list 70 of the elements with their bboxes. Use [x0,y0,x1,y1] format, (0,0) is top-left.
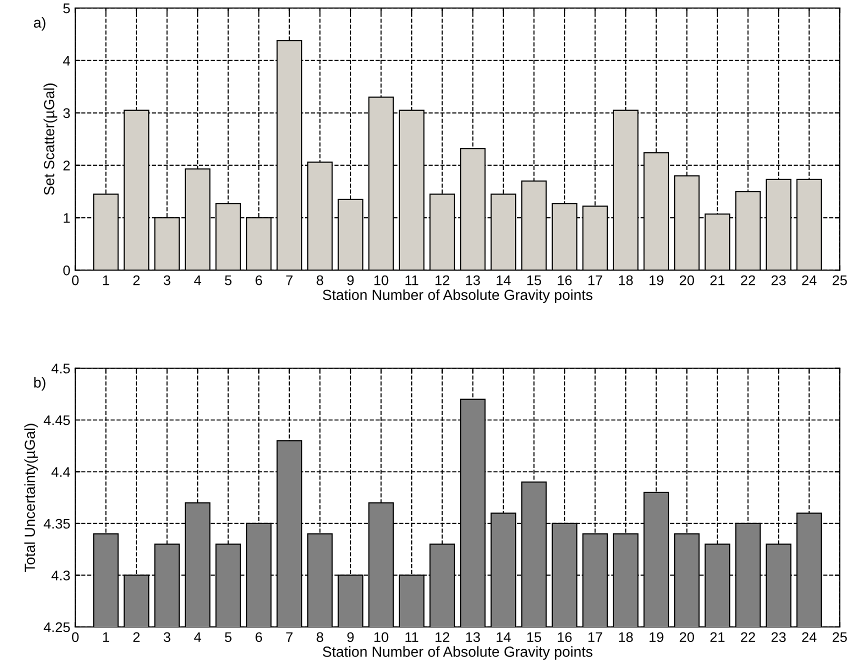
x-tick-label: 24 [802,632,816,642]
y-tick-label: 5 [63,4,70,14]
x-tick-label: 4 [194,276,202,286]
x-tick-label: 13 [466,275,480,286]
x-tick-label: 8 [316,632,324,642]
y-tick-label: 4.25 [44,622,70,632]
x-tick-label: 18 [619,632,633,642]
x-tick-label: 4 [194,632,202,642]
x-tick-label: 22 [740,275,756,286]
x-tick-label: 21 [710,632,724,642]
x-tick-label: 23 [772,632,786,642]
x-tick-label: 12 [436,275,450,286]
x-tick-label: 7 [286,276,293,286]
x-tick-label: 5 [224,276,232,286]
x-tick-label: 20 [680,275,694,286]
x-tick-label: 1 [103,276,110,286]
x-tick-label: 9 [347,632,354,642]
x-tick-label: 17 [588,632,602,642]
x-tick-label: 25 [832,632,847,642]
x-tick-label: 24 [802,275,816,286]
x-tick-label: 10 [374,632,388,642]
x-tick-label: 22 [740,632,756,642]
x-tick-label: 18 [619,275,633,286]
y-tick-label: 4.3 [51,570,70,580]
x-tick-label: 2 [133,632,140,642]
x-axis-title: Station Number of Absolute Gravity points [322,289,592,303]
text: b) [34,376,46,391]
x-tick-label: 19 [650,632,664,642]
x-tick-label: 9 [347,275,354,286]
x-tick-label: 3 [164,632,170,642]
y-tick-label: 4.45 [44,415,70,426]
y-tick-label: 4.35 [44,518,70,529]
x-tick-label: 5 [224,632,232,642]
x-tick-label: 3 [164,275,170,286]
y-tick-label: 1 [64,213,70,223]
x-tick-label: 11 [406,632,418,642]
y-tick-label: 4.4 [51,467,70,477]
y-axis-title: Total Uncertainty(µGal) [24,424,38,572]
x-tick-label: 0 [72,275,79,286]
x-tick-label: 23 [772,275,786,286]
x-tick-label: 6 [256,632,262,642]
x-tick-label: 15 [527,276,542,286]
x-tick-label: 1 [103,632,110,642]
x-tick-label: 16 [558,632,572,642]
x-tick-label: 16 [558,275,572,286]
x-tick-label: 19 [650,275,664,286]
x-tick-label: 14 [496,632,511,642]
y-tick-label: 0 [63,265,70,276]
x-tick-label: 6 [256,275,262,286]
x-tick-label: 17 [588,276,602,286]
x-tick-label: 7 [286,632,293,642]
x-tick-label: 15 [527,632,542,642]
x-tick-label: 8 [316,275,324,286]
y-tick-label: 4 [63,56,70,66]
x-tick-label: 0 [72,632,79,642]
x-tick-label: 25 [832,275,847,286]
x-tick-label: 11 [406,276,418,286]
x-tick-label: 20 [680,632,694,642]
x-tick-label: 12 [436,632,450,642]
x-axis-title: Station Number of Absolute Gravity points [322,646,592,660]
x-tick-label: 14 [496,276,511,286]
x-tick-label: 10 [374,275,388,286]
x-tick-label: 13 [466,632,480,642]
y-tick-label: 4.5 [51,364,70,374]
x-tick-label: 2 [133,275,140,286]
text: a) [34,16,46,31]
y-axis-title: Set Scatter(µGal) [44,84,58,195]
y-tick-label: 2 [63,160,70,170]
x-tick-label: 21 [710,275,724,286]
y-tick-label: 3 [63,108,70,118]
